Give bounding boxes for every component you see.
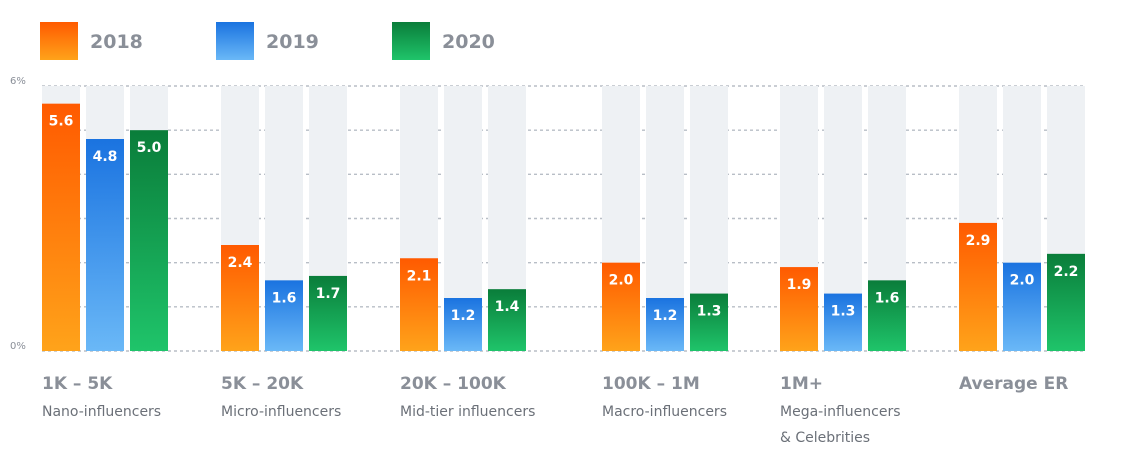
value-label-2020-3: 1.3 <box>697 304 722 320</box>
legend: 2018 2019 2020 <box>40 22 495 60</box>
value-label-2020-1: 1.7 <box>316 286 341 302</box>
value-label-2020-2: 1.4 <box>495 299 520 315</box>
legend-label-2018: 2018 <box>90 31 143 53</box>
bar-2020-1 <box>309 275 347 351</box>
y-axis-ticks: 6% 0% <box>10 76 26 352</box>
bar-2018-0 <box>42 103 80 352</box>
category-tier-label: Mega-influencers <box>780 404 901 420</box>
legend-swatch-2019 <box>216 22 254 60</box>
value-label-2020-4: 1.6 <box>875 290 900 306</box>
value-label-2020-5: 2.2 <box>1054 264 1079 280</box>
bar-2020-3 <box>690 293 728 351</box>
value-label-2018-0: 5.6 <box>49 114 74 130</box>
bar-2019-5 <box>1003 262 1041 351</box>
bar-2019-1 <box>265 280 303 351</box>
value-label-2019-2: 1.2 <box>451 308 476 324</box>
value-label-2019-5: 2.0 <box>1010 273 1035 289</box>
value-label-2018-5: 2.9 <box>966 233 991 249</box>
bar-2019-2 <box>444 298 482 351</box>
bars: 5.6 4.8 5.0 2.4 1.6 1.7 2.1 1.2 1.4 2.0 1.2 1.3 1.9 1… <box>42 103 1085 352</box>
value-label-2019-0: 4.8 <box>93 149 118 165</box>
bar-2020-4 <box>868 280 906 351</box>
legend-label-2020: 2020 <box>442 31 495 53</box>
bar-2018-1 <box>221 245 259 351</box>
value-label-2018-1: 2.4 <box>228 255 253 271</box>
bar-2018-3 <box>602 262 640 351</box>
y-tick-label: 0% <box>10 341 26 352</box>
bar-2019-4 <box>824 293 862 351</box>
category-labels: 1K – 5K Nano-influencers 5K – 20K Micro-inf… <box>42 374 1068 446</box>
category-range-label: 20K – 100K <box>400 374 507 394</box>
bar-2018-4 <box>780 267 818 351</box>
value-label-2020-0: 5.0 <box>137 140 162 156</box>
bar-2019-0 <box>86 139 124 351</box>
y-tick-label: 6% <box>10 76 26 87</box>
value-label-2018-3: 2.0 <box>609 273 634 289</box>
value-label-2018-2: 2.1 <box>407 268 432 284</box>
grid-lines <box>42 85 1086 352</box>
bar-2020-0 <box>130 130 168 351</box>
category-range-label: 1M+ <box>780 374 823 394</box>
bar-2018-5 <box>959 222 997 351</box>
legend-swatch-2018 <box>40 22 78 60</box>
value-label-2019-3: 1.2 <box>653 308 678 324</box>
category-range-label: Average ER <box>959 374 1068 394</box>
category-range-label: 5K – 20K <box>221 374 304 394</box>
category-range-label: 100K – 1M <box>602 374 700 394</box>
bar-2018-2 <box>400 258 438 351</box>
category-tier-label: Mid-tier influencers <box>400 404 535 420</box>
category-tier-label: Nano-influencers <box>42 404 161 420</box>
legend-label-2019: 2019 <box>266 31 319 53</box>
bar-2019-3 <box>646 298 684 351</box>
legend-swatch-2020 <box>392 22 430 60</box>
category-range-label: 1K – 5K <box>42 374 113 394</box>
bar-2020-5 <box>1047 253 1085 351</box>
category-tier-label: & Celebrities <box>780 430 870 446</box>
value-label-2019-4: 1.3 <box>831 304 856 320</box>
bar-2020-2 <box>488 289 526 351</box>
value-label-2019-1: 1.6 <box>272 290 297 306</box>
category-tier-label: Macro-influencers <box>602 404 727 420</box>
category-tier-label: Micro-influencers <box>221 404 341 420</box>
value-label-2018-4: 1.9 <box>787 277 812 293</box>
